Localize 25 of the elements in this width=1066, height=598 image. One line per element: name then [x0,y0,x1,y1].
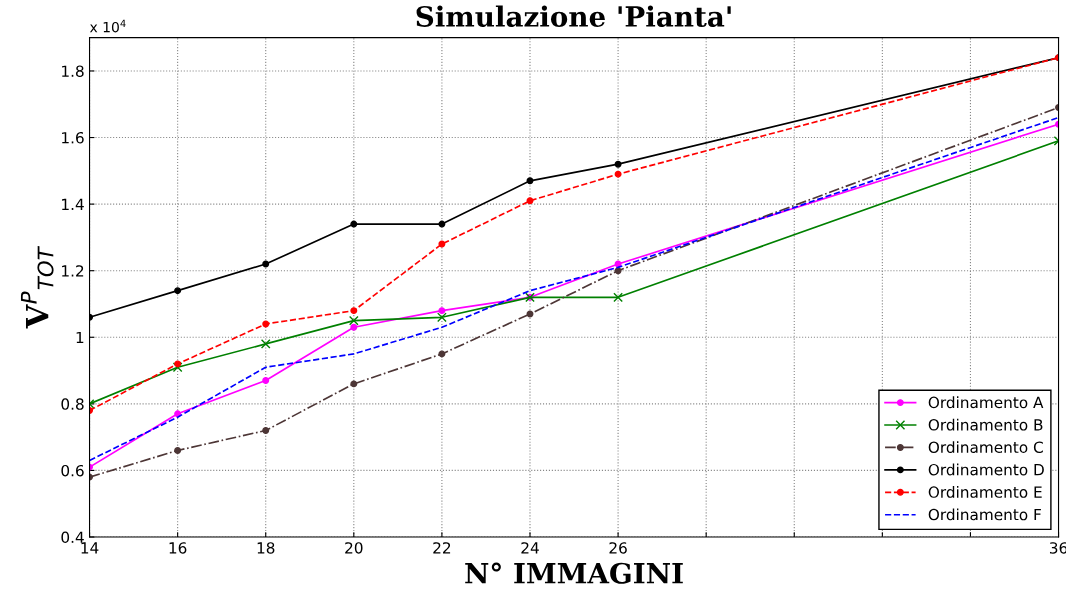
x-tick-label: 24 [521,542,539,554]
y-tick-label: 1.4 [62,198,84,210]
y-tick-label: 1 [76,331,84,344]
legend-label: Ordinamento F [928,508,1041,521]
chart-title: Simulazione 'Pianta' [416,5,731,27]
legend-label: Ordinamento C [928,441,1043,454]
x-tick-label: 16 [169,542,187,554]
y-tick-label: 1.8 [62,65,84,77]
legend-label: Ordinamento B [928,418,1043,431]
text: x 10$^{4}$ [89,19,126,33]
legend-label: Ordinamento D [928,463,1044,476]
x-axis-title: N° IMMAGINI [465,562,683,584]
y-axis-title: V$^{P}$$_{TOT}$ [20,245,54,329]
x-tick-label: 22 [433,542,451,554]
x-tick-label: 20 [345,542,363,554]
legend-label: Ordinamento E [928,486,1042,498]
x-tick-label: 14 [81,542,99,554]
y-tick-label: 0.8 [61,398,84,410]
legend-label: Ordinamento A [928,396,1044,409]
y-tick-label: 1.2 [62,265,84,277]
x-tick-label: 26 [609,542,627,554]
y-tick-label: 0.6 [61,464,84,477]
x-tick-label: 18 [257,542,275,554]
y-tick-label: 0.4 [61,531,84,544]
y-tick-label: 1.6 [62,132,84,144]
